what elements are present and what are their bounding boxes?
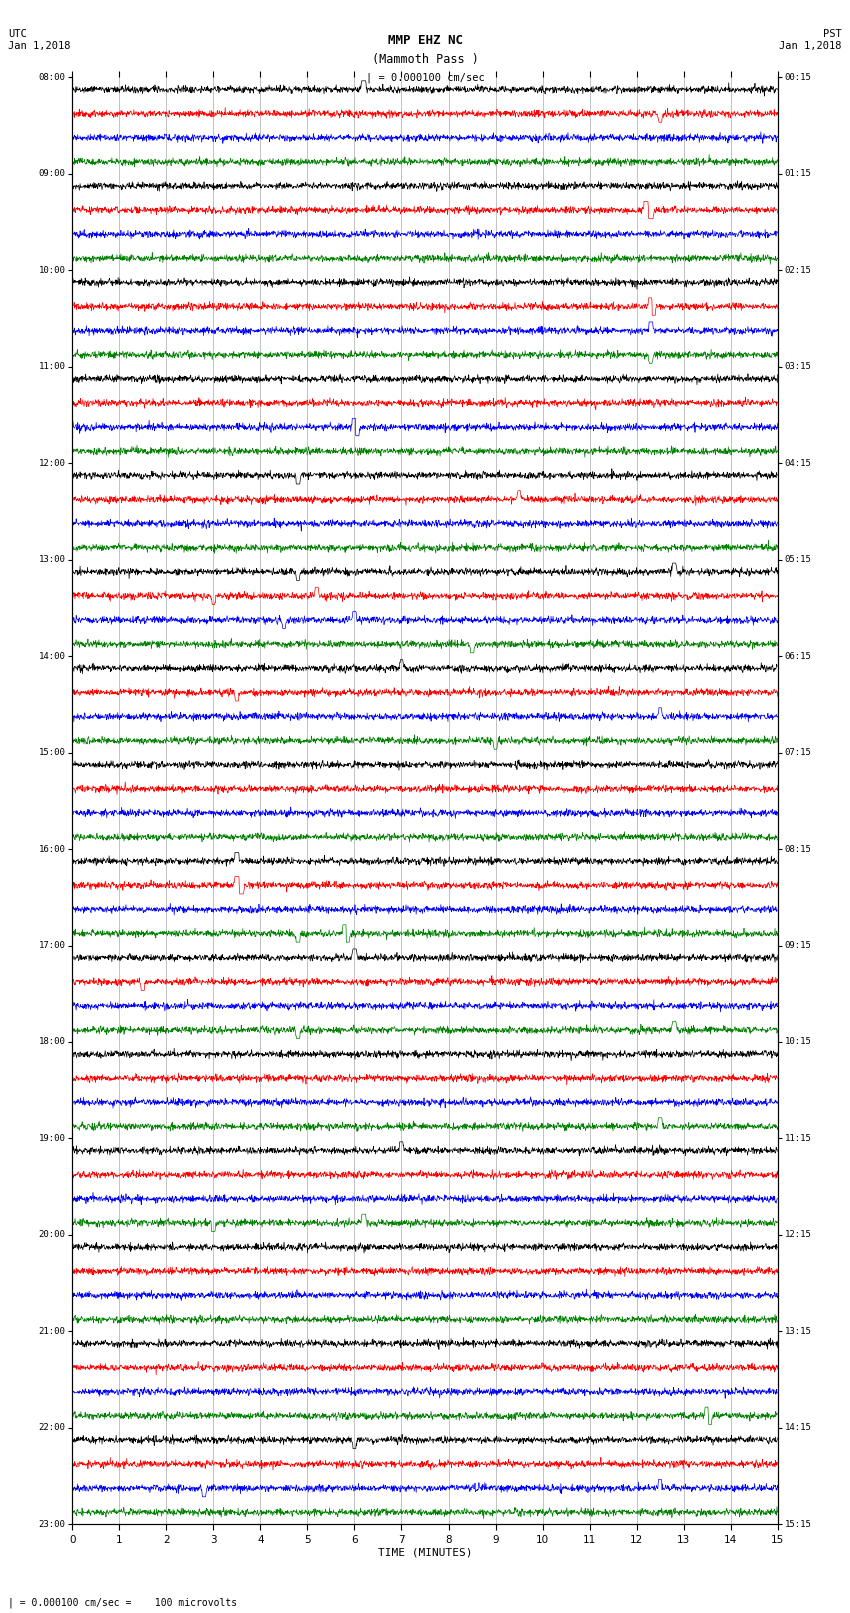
Text: MMP EHZ NC: MMP EHZ NC xyxy=(388,34,462,47)
Text: | = 0.000100 cm/sec =    100 microvolts: | = 0.000100 cm/sec = 100 microvolts xyxy=(8,1597,238,1608)
Text: PST
Jan 1,2018: PST Jan 1,2018 xyxy=(779,29,842,50)
Text: | = 0.000100 cm/sec: | = 0.000100 cm/sec xyxy=(366,73,484,84)
Text: (Mammoth Pass ): (Mammoth Pass ) xyxy=(371,53,479,66)
X-axis label: TIME (MINUTES): TIME (MINUTES) xyxy=(377,1547,473,1558)
Text: UTC
Jan 1,2018: UTC Jan 1,2018 xyxy=(8,29,71,50)
